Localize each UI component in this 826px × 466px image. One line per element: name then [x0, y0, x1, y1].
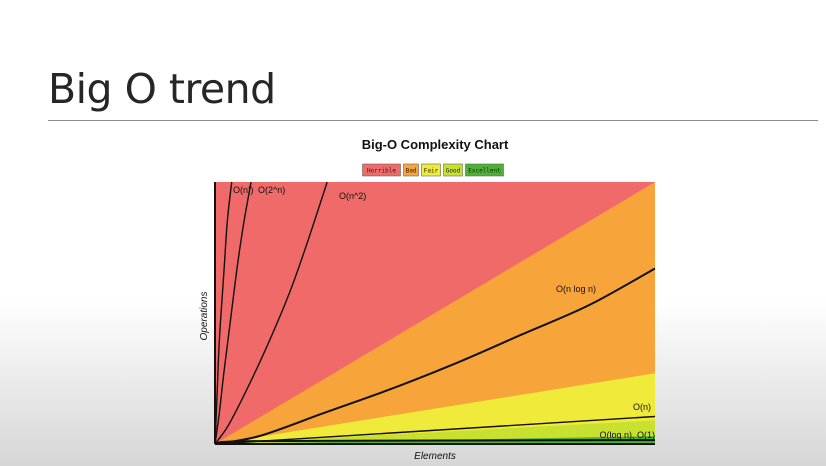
legend-swatch-good [443, 163, 463, 177]
region-bad [215, 182, 655, 444]
legend-label-fair: Fair [424, 167, 439, 174]
x-axis-label: Elements [414, 451, 456, 462]
label-o-n-2: O(n^2) [339, 191, 366, 201]
title-divider [48, 120, 818, 121]
legend-label-horrible: Horrible [367, 167, 396, 174]
legend-label-bad: Bad [406, 167, 417, 174]
legend-swatch-bad [403, 163, 419, 177]
chart-legend: Horrible Bad Fair Good Excellent [362, 163, 504, 177]
label-o-n: O(n) [633, 402, 651, 412]
chart-title: Big-O Complexity Chart [362, 137, 509, 152]
legend-swatch-excellent [465, 163, 504, 177]
label-o-log-n-o-1: O(log n), O(1) [599, 430, 655, 440]
legend-swatch-horrible [362, 163, 401, 177]
legend-label-excellent: Excellent [468, 167, 501, 174]
label-o-n-log-n: O(n log n) [556, 284, 596, 294]
slide-title: Big O trend [48, 65, 276, 113]
legend-label-good: Good [446, 167, 461, 174]
curve-o-n-log-n [214, 267, 656, 445]
curve-o-n-2 [214, 181, 328, 445]
y-axis-label: Operations [199, 292, 210, 341]
curve-o-log-n-o-1 [214, 439, 656, 445]
label-o-2-n: O(2^n) [258, 185, 285, 195]
curve-o-2-n [214, 181, 252, 445]
complexity-regions [215, 182, 655, 444]
legend-swatch-fair [421, 163, 441, 177]
curve-o-n [214, 181, 233, 445]
region-fair [215, 373, 655, 444]
complexity-curves: O(n!) O(2^n) O(n^2) O(n log n) O(n) O(log n),… [214, 181, 656, 445]
chart-axes [214, 182, 655, 445]
label-o-n: O(n!) [233, 185, 254, 195]
